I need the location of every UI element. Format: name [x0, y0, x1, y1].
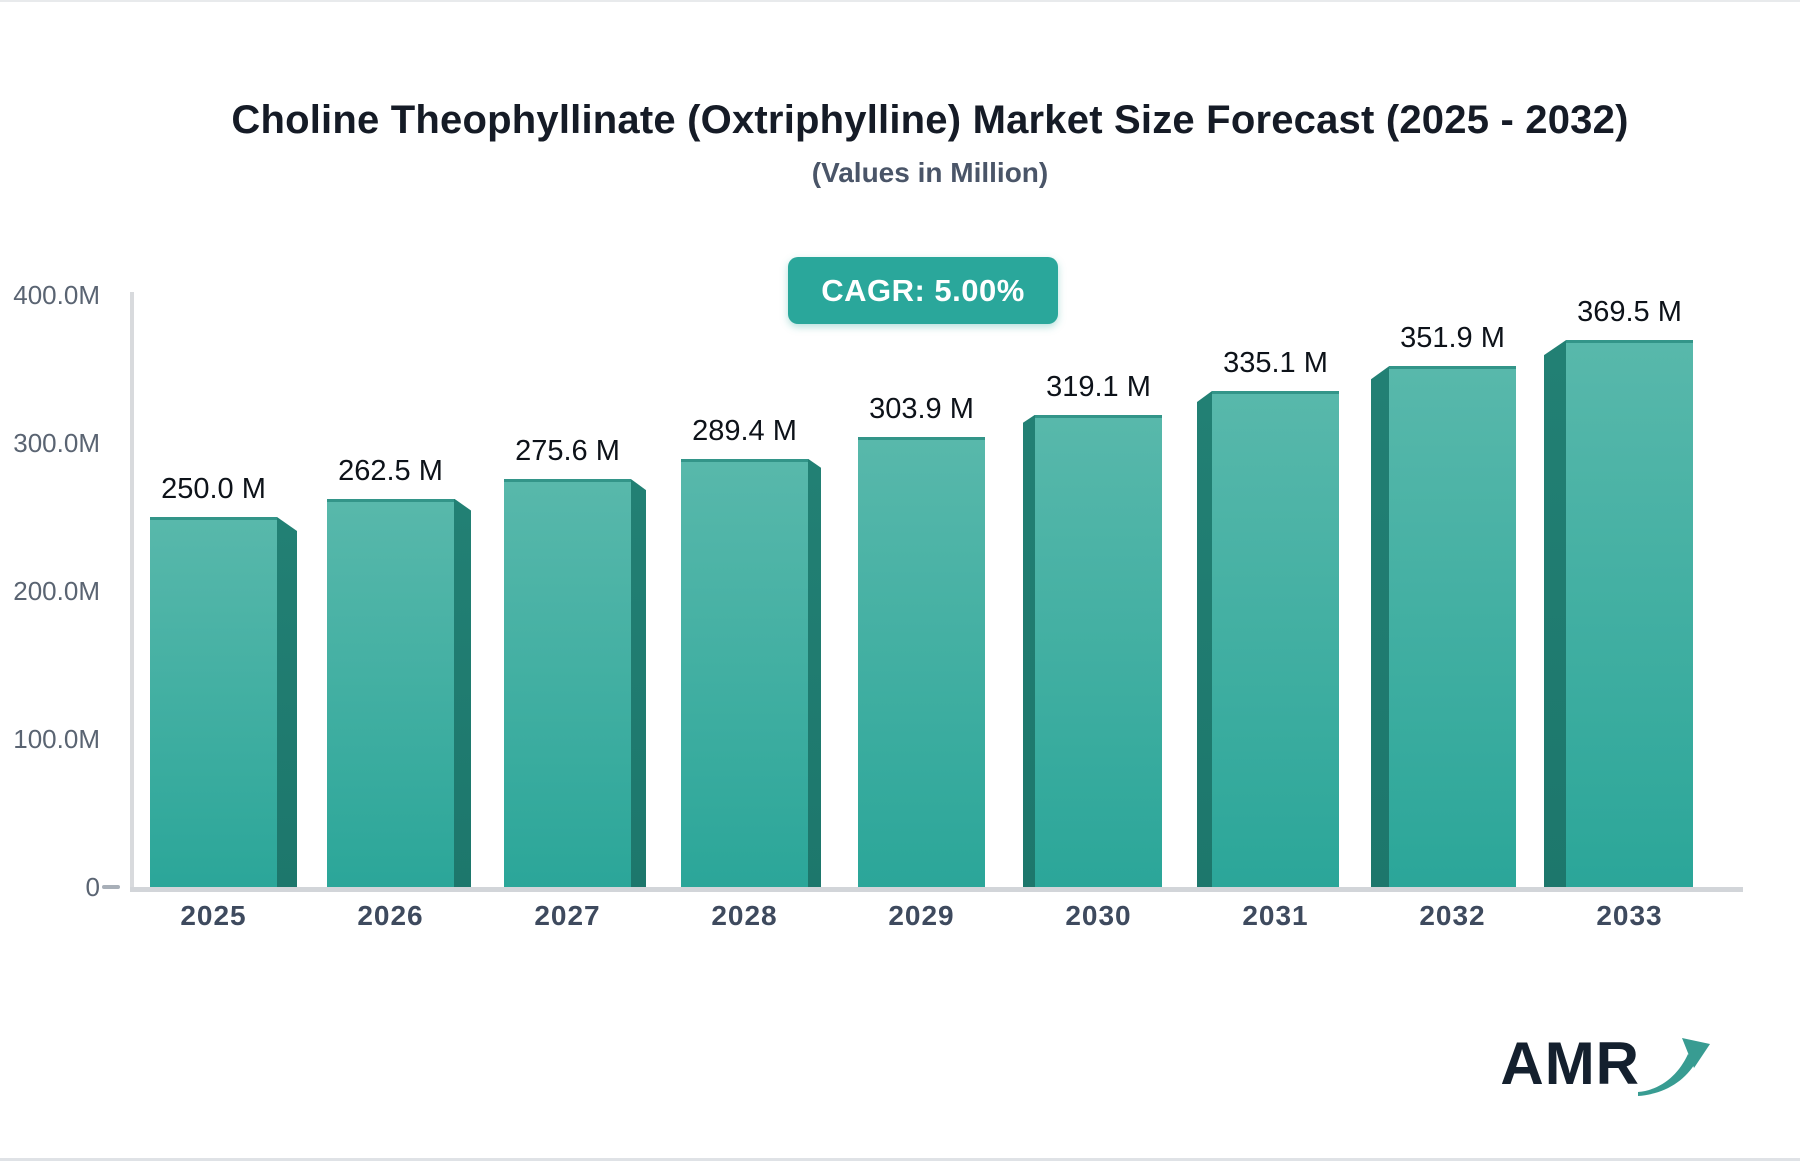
bar-2033[interactable] — [1566, 340, 1693, 887]
x-tick-label-2028: 2028 — [711, 900, 778, 931]
y-tick-label: 0 — [85, 872, 100, 902]
y-tick-label: 200.0M — [13, 576, 100, 606]
bar-value-label: 319.1 M — [1046, 370, 1151, 403]
x-tick-label-2029: 2029 — [888, 900, 955, 931]
cagr-badge: CAGR: 5.00% — [788, 257, 1058, 324]
bar-2032[interactable] — [1389, 366, 1516, 887]
bar-2030[interactable] — [1035, 414, 1162, 887]
bar-value-label: 289.4 M — [692, 414, 797, 447]
x-axis-baseline — [130, 887, 1743, 892]
bar-value-label: 275.6 M — [515, 435, 620, 468]
bar-value-label: 335.1 M — [1223, 347, 1328, 380]
bar-2031[interactable] — [1212, 391, 1339, 887]
bar-value-label: 250.0 M — [161, 473, 266, 505]
bar-side-face — [808, 458, 821, 887]
growth-arrow-icon — [1638, 1038, 1710, 1096]
bar-value-label: 351.9 M — [1400, 322, 1505, 355]
bar-2026[interactable] — [327, 498, 454, 887]
chart-header: Choline Theophyllinate (Oxtriphylline) M… — [60, 98, 1800, 189]
y-tick-label: 100.0M — [13, 724, 100, 754]
bar-value-label: 303.9 M — [869, 393, 974, 426]
bar-2028[interactable] — [681, 458, 808, 887]
bar-2027[interactable] — [504, 479, 631, 887]
bar-2025[interactable] — [150, 517, 277, 887]
bar-side-face — [1197, 391, 1212, 887]
x-tick-label-2032: 2032 — [1419, 900, 1486, 931]
brand-logo-text: AMR — [1500, 1030, 1640, 1097]
x-tick-label-2025: 2025 — [180, 900, 247, 931]
y-axis-line — [130, 292, 134, 890]
bar-side-face — [454, 498, 471, 887]
x-tick-label-2033: 2033 — [1596, 900, 1663, 931]
y-tick-label: 300.0M — [13, 428, 100, 458]
x-tick-label-2027: 2027 — [534, 900, 601, 931]
zero-tick-mark — [102, 885, 120, 889]
chart-subtitle: (Values in Million) — [811, 157, 1049, 188]
x-tick-label-2031: 2031 — [1242, 900, 1309, 931]
cagr-badge-label: CAGR: 5.00% — [821, 272, 1025, 308]
bar-side-face — [277, 517, 297, 887]
bar-value-label: 369.5 M — [1577, 296, 1682, 329]
y-tick-label: 400.0M — [13, 280, 100, 310]
bar-2029[interactable] — [858, 437, 985, 887]
bar-side-face — [1544, 340, 1566, 887]
x-tick-label-2026: 2026 — [357, 900, 424, 931]
brand-logo: AMR — [1500, 1028, 1712, 1102]
x-tick-label-2030: 2030 — [1065, 900, 1132, 931]
bar-side-face — [631, 479, 646, 887]
bar-side-face — [1023, 414, 1035, 887]
bar-value-label: 262.5 M — [338, 454, 443, 487]
bar-side-face — [1371, 366, 1389, 887]
chart-title: Choline Theophyllinate (Oxtriphylline) M… — [231, 98, 1629, 142]
